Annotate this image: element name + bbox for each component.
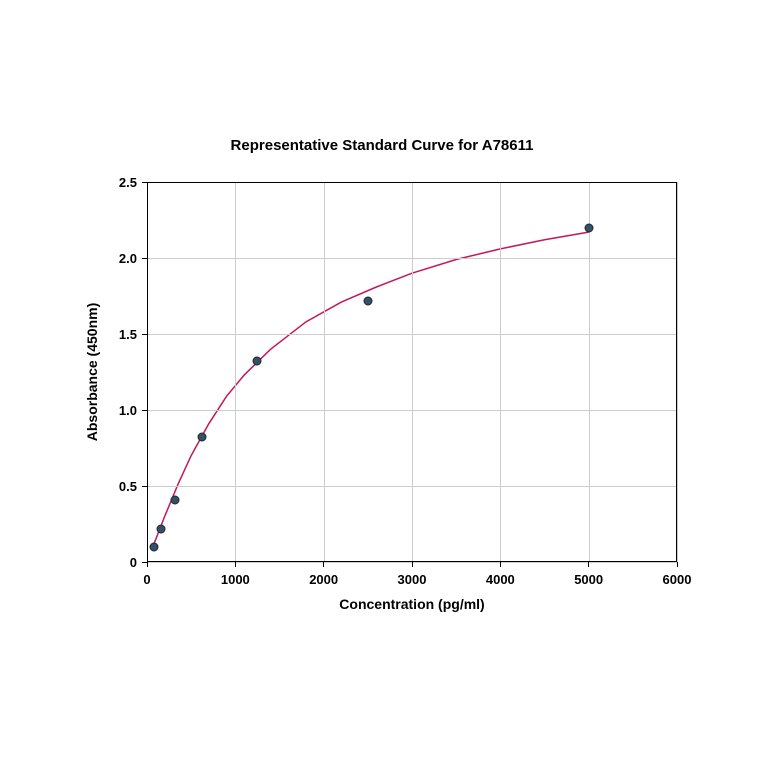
grid-line-horizontal [147, 410, 677, 411]
x-tick-mark [500, 562, 501, 567]
x-tick-mark [323, 562, 324, 567]
y-tick-label: 1.0 [119, 403, 137, 418]
y-axis-label: Absorbance (450nm) [84, 303, 100, 441]
y-tick-label: 2.0 [119, 251, 137, 266]
x-tick-label: 3000 [398, 572, 427, 587]
grid-line-vertical [589, 182, 590, 562]
x-tick-label: 6000 [663, 572, 692, 587]
y-tick-mark [142, 562, 147, 563]
x-tick-label: 5000 [574, 572, 603, 587]
standard-curve-chart: Representative Standard Curve for A78611… [62, 142, 702, 622]
data-point [253, 357, 262, 366]
data-point [156, 524, 165, 533]
plot-area [147, 182, 677, 562]
y-axis-spine [147, 182, 148, 562]
grid-line-horizontal [147, 258, 677, 259]
y-tick-mark [142, 486, 147, 487]
data-point [584, 223, 593, 232]
y-tick-label: 2.5 [119, 175, 137, 190]
top-spine [147, 182, 677, 183]
right-spine [676, 182, 677, 562]
y-tick-label: 1.5 [119, 327, 137, 342]
curve-line [151, 232, 588, 550]
grid-line-horizontal [147, 486, 677, 487]
x-tick-mark [677, 562, 678, 567]
y-tick-mark [142, 258, 147, 259]
y-tick-label: 0.5 [119, 479, 137, 494]
x-axis-label: Concentration (pg/ml) [339, 596, 484, 612]
x-tick-label: 0 [143, 572, 150, 587]
x-tick-label: 2000 [309, 572, 338, 587]
x-tick-label: 1000 [221, 572, 250, 587]
grid-line-vertical [500, 182, 501, 562]
grid-line-vertical [677, 182, 678, 562]
x-tick-mark [588, 562, 589, 567]
y-tick-mark [142, 182, 147, 183]
data-point [198, 433, 207, 442]
data-point [363, 296, 372, 305]
grid-line-vertical [235, 182, 236, 562]
chart-title: Representative Standard Curve for A78611 [62, 137, 702, 154]
grid-line-vertical [324, 182, 325, 562]
y-tick-mark [142, 334, 147, 335]
grid-line-vertical [412, 182, 413, 562]
y-tick-label: 0 [130, 555, 137, 570]
x-tick-mark [412, 562, 413, 567]
y-tick-mark [142, 410, 147, 411]
x-tick-label: 4000 [486, 572, 515, 587]
data-point [149, 542, 158, 551]
x-tick-mark [147, 562, 148, 567]
grid-line-horizontal [147, 334, 677, 335]
data-point [170, 495, 179, 504]
x-tick-mark [235, 562, 236, 567]
